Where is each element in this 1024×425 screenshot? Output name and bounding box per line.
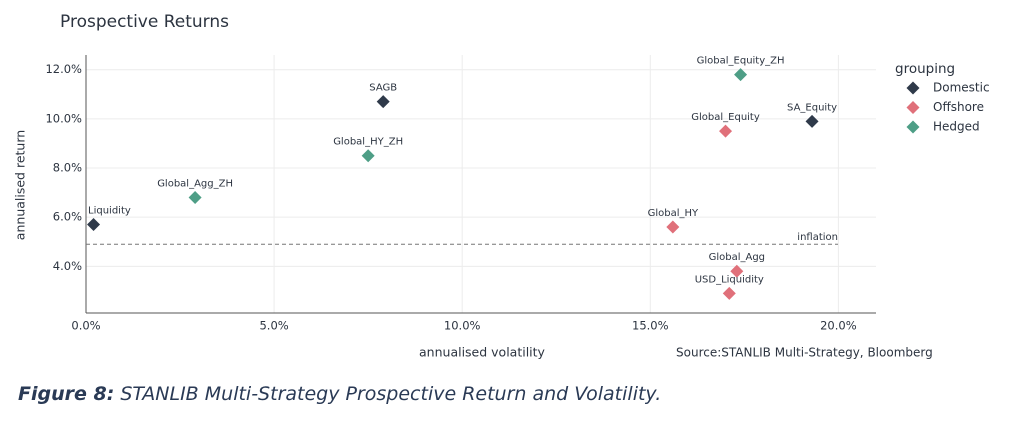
- y-tick-label: 4.0%: [53, 259, 82, 273]
- legend-label: Hedged: [933, 120, 980, 134]
- caption-text: STANLIB Multi-Strategy Prospective Retur…: [120, 383, 661, 405]
- data-point: [719, 124, 733, 138]
- caption-label: Figure 8:: [18, 383, 114, 405]
- legend-marker: [906, 81, 920, 95]
- data-point: [188, 191, 202, 205]
- point-label: Global_HY_ZH: [333, 137, 403, 148]
- inflation-label: inflation: [797, 232, 838, 243]
- point-label: Global_Agg: [709, 252, 765, 263]
- point-label: Liquidity: [88, 206, 131, 217]
- data-point: [376, 95, 390, 109]
- legend-label: Offshore: [933, 100, 984, 114]
- point-label: Global_Equity: [691, 112, 760, 123]
- data-point: [722, 286, 736, 300]
- y-tick-label: 8.0%: [53, 161, 82, 175]
- legend-title: grouping: [895, 61, 955, 77]
- y-tick-label: 10.0%: [45, 111, 82, 125]
- point-label: SA_Equity: [787, 102, 837, 113]
- point-label: Global_Equity_ZH: [697, 56, 785, 67]
- x-tick-label: 20.0%: [820, 319, 857, 333]
- point-label: SAGB: [369, 83, 397, 94]
- chart-title: Prospective Returns: [60, 12, 229, 32]
- y-tick-label: 12.0%: [45, 62, 82, 76]
- data-point: [666, 220, 680, 234]
- point-label: Global_HY: [648, 208, 699, 219]
- data-point: [361, 149, 375, 163]
- x-tick-label: 5.0%: [259, 319, 288, 333]
- caption: Figure 8: STANLIB Multi-Strategy Prospec…: [18, 383, 661, 405]
- y-tick-label: 6.0%: [53, 210, 82, 224]
- legend-marker: [906, 101, 920, 114]
- data-point: [805, 114, 819, 128]
- x-tick-label: 0.0%: [71, 319, 100, 333]
- source-note: Source:STANLIB Multi-Strategy, Bloomberg: [676, 346, 933, 360]
- data-point: [734, 68, 748, 82]
- legend-marker: [906, 120, 920, 134]
- x-tick-label: 15.0%: [632, 319, 669, 333]
- y-axis-label: annualised return: [13, 130, 28, 240]
- point-label: Global_Agg_ZH: [157, 179, 233, 190]
- point-label: USD_Liquidity: [695, 274, 764, 285]
- data-point: [87, 218, 101, 232]
- x-tick-label: 10.0%: [444, 319, 481, 333]
- data-point: [730, 264, 744, 278]
- legend-label: Domestic: [933, 81, 990, 95]
- x-axis-label: annualised volatility: [419, 345, 546, 360]
